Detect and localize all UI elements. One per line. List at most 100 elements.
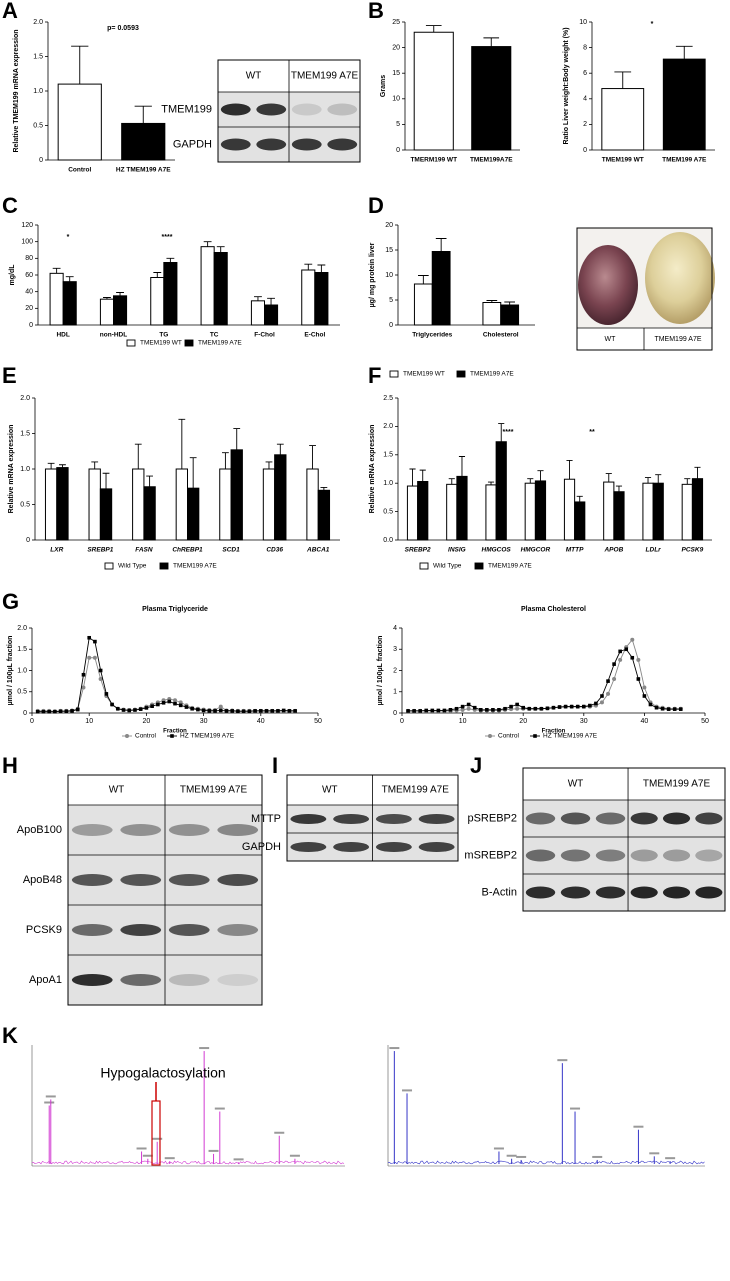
marker <box>144 706 149 710</box>
error-bar <box>153 272 162 278</box>
marker <box>138 707 143 711</box>
peak-tag <box>208 1149 219 1152</box>
bar <box>230 449 243 541</box>
legend-swatch <box>474 562 484 570</box>
blot-row-label: TMEM199 <box>161 103 212 115</box>
error-bar <box>483 37 500 47</box>
legend-swatch <box>419 562 429 570</box>
legend-swatch <box>184 339 194 347</box>
legend-swatch <box>456 370 466 378</box>
peak-tag <box>44 1101 55 1104</box>
blot-band <box>168 974 210 986</box>
panel-label: K <box>2 1023 18 1048</box>
error-bar <box>166 257 175 263</box>
marker <box>448 708 453 712</box>
blot-band <box>595 812 626 825</box>
panel-label: C <box>2 193 18 218</box>
bar <box>314 272 329 326</box>
blot-band <box>695 886 723 899</box>
peak-tag <box>152 1137 163 1140</box>
y-tick-label: 100 <box>21 239 33 246</box>
y-tick-label: 2.0 <box>20 395 30 402</box>
bar <box>150 277 165 326</box>
marker <box>618 649 622 654</box>
legend-label: TMEM199 A7E <box>198 340 242 347</box>
y-tick-label: 20 <box>25 305 33 312</box>
error-bar <box>605 473 612 483</box>
marker <box>150 704 154 708</box>
blot-band <box>71 974 113 986</box>
x-tick-label: TMERM199 WT <box>410 157 457 164</box>
y-axis-label: Relative mRNA expression <box>369 425 376 514</box>
error-bar <box>116 292 124 296</box>
marker <box>133 708 137 712</box>
series-line <box>408 648 681 712</box>
y-tick-label: 0 <box>393 710 397 717</box>
marker <box>630 655 635 660</box>
error-bar <box>418 275 429 284</box>
blot-band <box>525 849 556 862</box>
error-bar <box>425 25 442 33</box>
bar <box>56 467 69 541</box>
blot-row-label: B-Actin <box>482 886 517 898</box>
bar <box>200 246 215 326</box>
annotation: p= 0.0593 <box>107 25 139 32</box>
bar <box>121 122 166 161</box>
bar <box>44 468 58 541</box>
error-bar <box>684 478 691 485</box>
blot-band <box>256 138 287 151</box>
liver-wt <box>578 245 638 325</box>
marker <box>460 704 465 709</box>
peak-tag <box>570 1107 581 1110</box>
x-axis-label: Fraction <box>542 729 566 735</box>
spectrum-noise <box>387 1160 705 1165</box>
marker <box>98 668 103 673</box>
x-tick-label: CD36 <box>266 547 283 554</box>
marker <box>660 706 665 711</box>
marker <box>563 704 568 709</box>
panel-label: E <box>2 363 17 388</box>
bar <box>500 304 520 326</box>
error-bar <box>254 296 262 301</box>
y-tick-label: 0 <box>396 147 400 154</box>
marker <box>594 701 598 706</box>
marker <box>588 703 592 708</box>
blot-row-label: GAPDH <box>242 841 281 853</box>
blot-band <box>560 849 591 862</box>
marker <box>630 637 635 642</box>
panel-label: J <box>470 753 482 778</box>
y-tick-label: 10 <box>579 19 587 26</box>
bar <box>264 304 279 326</box>
marker <box>599 700 604 705</box>
y-tick-label: 20 <box>385 222 393 229</box>
blot-band <box>560 886 591 899</box>
marker <box>35 709 40 714</box>
annotation: **** <box>503 429 514 436</box>
panel-label: A <box>2 0 18 23</box>
error-bar <box>537 470 544 481</box>
annotation: **** <box>162 234 173 241</box>
bar <box>62 281 77 326</box>
bar <box>485 484 497 541</box>
marker <box>218 704 223 709</box>
y-tick-label: 0 <box>29 322 33 329</box>
x-tick-label: 20 <box>143 718 151 725</box>
x-tick-label: SCD1 <box>222 547 240 554</box>
marker <box>606 691 611 696</box>
blot-band <box>217 824 259 836</box>
legend-label: HZ TMEM199 A7E <box>543 733 598 740</box>
peak-tag <box>557 1059 568 1062</box>
marker <box>224 709 229 713</box>
x-tick-label: 50 <box>701 718 709 725</box>
blot-band <box>120 924 162 936</box>
blot-row-label: MTTP <box>251 813 281 825</box>
bar <box>113 295 128 326</box>
y-axis-label: µmol / 100µL fraction <box>7 636 14 706</box>
marker <box>527 706 532 711</box>
bar <box>691 478 704 541</box>
y-tick-label: 6 <box>583 70 587 77</box>
peak-tag <box>164 1157 175 1160</box>
x-tick-label: APOB <box>603 547 623 554</box>
x-tick-label: HMGCOR <box>521 547 551 554</box>
